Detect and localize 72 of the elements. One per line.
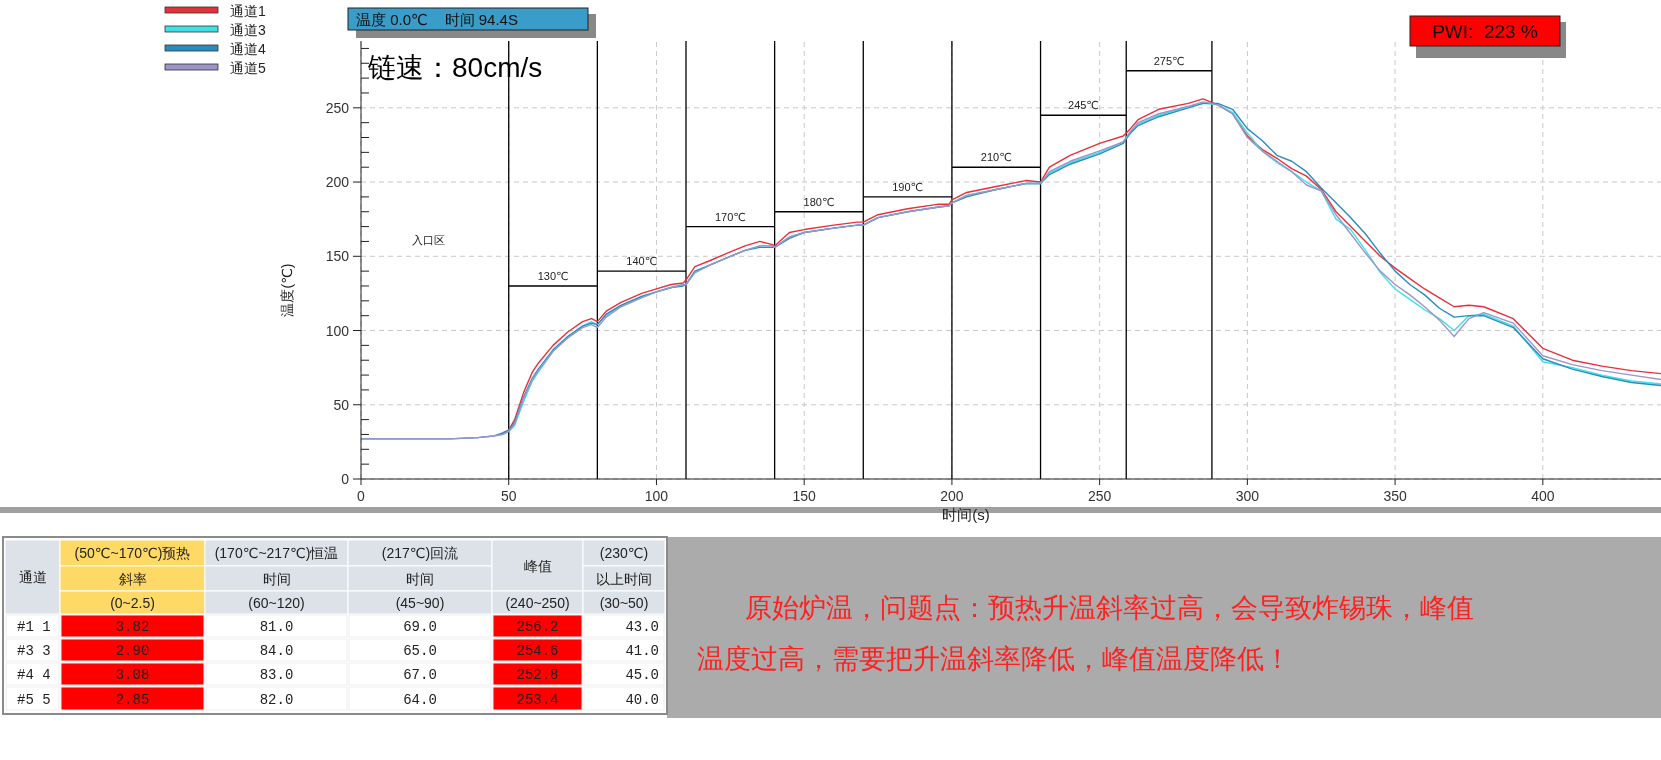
x-tick-label: 350 (1383, 488, 1407, 504)
text: 256.2 (516, 619, 559, 635)
text: 69.0 (403, 619, 437, 635)
text: (60~120) (248, 594, 305, 611)
text: (217℃)回流 (381, 545, 459, 561)
x-tick-label: 300 (1235, 488, 1260, 504)
text: 253.4 (516, 691, 559, 708)
annotation: PWI: 223 % (1432, 21, 1538, 42)
text: 峰值 (523, 557, 552, 574)
text: 67.0 (403, 667, 437, 683)
text: 43.0 (625, 619, 659, 635)
legend-label: 通道3 (230, 22, 266, 38)
x-tick-label: 200 (940, 488, 964, 504)
x-tick-label: 400 (1531, 488, 1555, 504)
x-axis-title: 时间(s) (942, 506, 990, 523)
text: 时间 (262, 570, 291, 587)
annotation: 210℃ (980, 151, 1012, 164)
text: 254.6 (516, 643, 559, 659)
legend-label: 通道5 (230, 60, 266, 76)
annotation: 180℃ (803, 195, 835, 208)
text: #5 5 (17, 691, 51, 708)
text: (30~50) (599, 594, 649, 611)
text: 2.85 (115, 691, 150, 708)
text: (45~90) (395, 594, 445, 611)
legend-label: 通道4 (230, 41, 266, 57)
text: 温度 0.0℃ 时间 94.4S (356, 11, 518, 28)
text: 时间 (406, 570, 434, 587)
text: (50℃~170℃)预热 (74, 545, 191, 561)
text: #3 3 (17, 643, 51, 659)
text: 以上时间 (596, 570, 652, 587)
x-tick-label: 250 (1087, 488, 1112, 504)
text: 3.82 (115, 619, 150, 635)
annotation: 275℃ (1153, 54, 1185, 67)
annotation: 170℃ (714, 210, 746, 223)
text: 41.0 (625, 643, 659, 659)
x-tick-label: 100 (644, 488, 669, 504)
x-tick-label: 50 (500, 488, 517, 504)
text: 83.0 (259, 667, 294, 683)
text: 45.0 (625, 667, 659, 683)
text: 40.0 (625, 691, 659, 708)
x-tick-label: 150 (792, 488, 817, 504)
annotation: 入口区 (412, 234, 445, 246)
x-tick-label: 0 (357, 488, 366, 504)
y-tick-label: 200 (325, 174, 350, 191)
y-tick-label: 250 (325, 99, 350, 116)
annotation: 245℃ (1068, 99, 1099, 112)
text: #4 4 (17, 667, 51, 683)
text: 原始炉温，问题点：预热升温斜率过高，会导致炸锡珠，峰值温度过高，需要把升温斜率降低，峰值温度降低！ (697, 593, 1474, 674)
y-axis-title: 温度(℃) (279, 263, 295, 317)
text: 84.0 (259, 643, 294, 659)
text: 64.0 (403, 691, 437, 708)
text: 252.8 (516, 667, 559, 683)
annotation: 140℃ (626, 255, 658, 268)
annotation: 190℃ (892, 180, 923, 193)
text: (240~250) (505, 594, 570, 611)
text: 2.90 (115, 643, 150, 659)
text: (230℃) (599, 545, 649, 561)
y-tick-label: 100 (325, 322, 350, 339)
text: (0~2.5) (110, 594, 155, 611)
text: 65.0 (403, 643, 437, 659)
text: 3.08 (115, 667, 150, 683)
y-tick-label: 0 (341, 471, 350, 487)
annotation: 130℃ (537, 269, 569, 282)
text: 81.0 (259, 619, 294, 635)
text: 斜率 (118, 570, 147, 587)
y-tick-label: 150 (325, 248, 350, 265)
legend-label: 通道1 (230, 3, 266, 19)
y-tick-label: 50 (333, 396, 350, 413)
text: 82.0 (259, 691, 294, 708)
text: (170℃~217℃)恒温 (214, 545, 339, 561)
text: 通道 (18, 569, 47, 585)
text: #1 1 (17, 619, 51, 635)
